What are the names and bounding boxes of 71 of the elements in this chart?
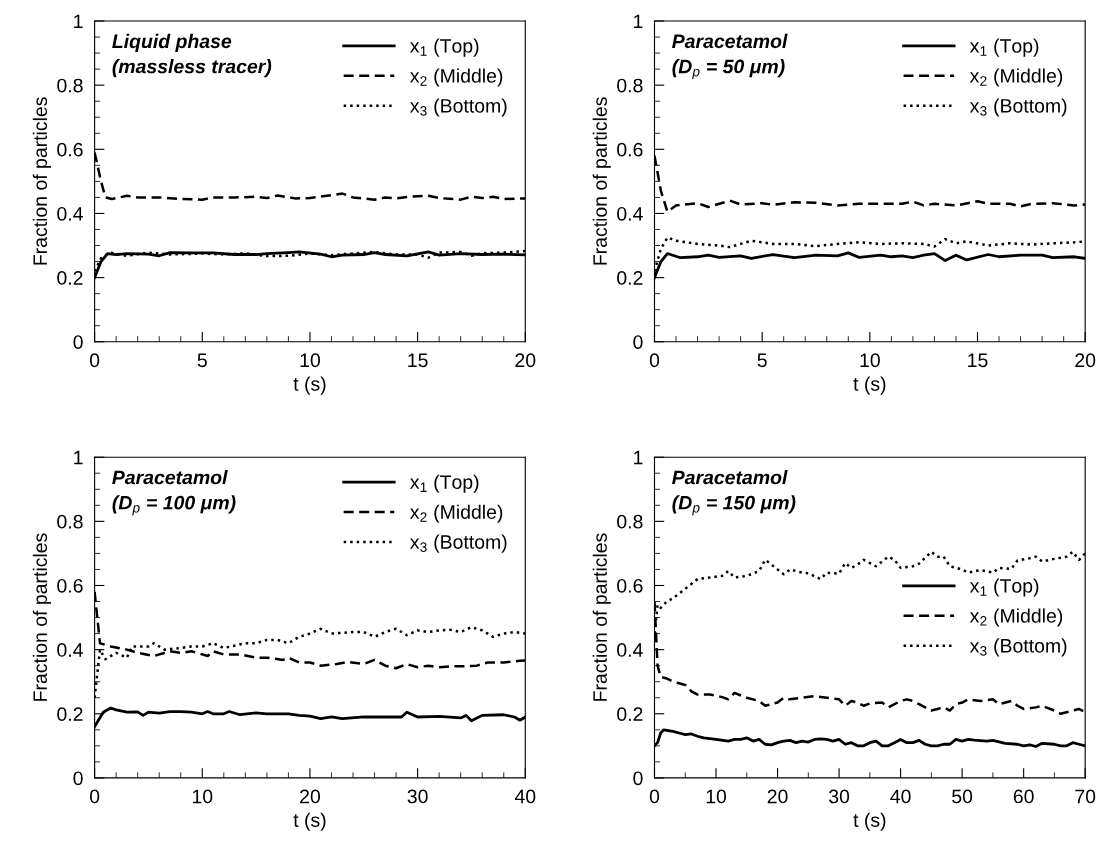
y-tick-label: 0.8 bbox=[617, 514, 643, 529]
y-tick-label: 0.4 bbox=[617, 643, 643, 657]
y-tick-label: 0.6 bbox=[617, 578, 643, 593]
x-tick-label: 10 bbox=[300, 353, 320, 368]
x-axis-title: t (s) bbox=[853, 376, 886, 395]
y-axis-title: Fraction of particles bbox=[32, 533, 51, 701]
legend-label: x$_{2}$ (Middle) bbox=[969, 608, 1063, 627]
x-tick-label: 20 bbox=[300, 789, 320, 804]
y-axis-title: Fraction of particles bbox=[592, 97, 611, 265]
y-tick-label: 1 bbox=[74, 14, 83, 29]
text: Paracetamol (D$_{p}$ = 50 μm) bbox=[672, 33, 788, 80]
x-tick-label: 60 bbox=[1013, 789, 1034, 804]
legend-label: x$_{2}$ (Middle) bbox=[410, 68, 503, 87]
y-tick-label: 0 bbox=[73, 335, 83, 349]
y-tick-label: 1 bbox=[634, 14, 643, 29]
x-tick-label: 10 bbox=[706, 789, 727, 804]
text: Paracetamol (D$_{p}$ = 100 μm) bbox=[112, 470, 236, 516]
x-tick-label: 0 bbox=[649, 353, 660, 368]
y-tick-label: 0 bbox=[633, 771, 643, 786]
legend-label: x$_{2}$ (Middle) bbox=[410, 504, 503, 523]
x-tick-label: 40 bbox=[890, 789, 911, 804]
x-tick-label: 10 bbox=[860, 353, 880, 368]
x-tick-label: 0 bbox=[89, 353, 100, 368]
y-tick-label: 0 bbox=[73, 771, 83, 786]
x-tick-label: 0 bbox=[649, 789, 660, 804]
legend-label: x$_{1}$ (Top) bbox=[410, 38, 479, 57]
x-tick-label: 15 bbox=[408, 353, 428, 368]
x-axis-title: t (s) bbox=[293, 812, 326, 831]
legend-label: x$_{1}$ (Top) bbox=[410, 474, 479, 493]
x-tick-label: 20 bbox=[1075, 353, 1096, 368]
y-axis-title: Fraction of particles bbox=[32, 97, 51, 265]
legend-label: x$_{1}$ (Top) bbox=[969, 578, 1039, 597]
legend-label: x$_{3}$ (Bottom) bbox=[410, 534, 507, 553]
y-tick-label: 0.8 bbox=[617, 78, 643, 93]
text: Liquid phase (massless tracer) bbox=[112, 33, 272, 78]
legend-label: x$_{2}$ (Middle) bbox=[969, 68, 1063, 87]
y-tick-label: 0.2 bbox=[617, 271, 643, 285]
x-axis-title: t (s) bbox=[853, 812, 886, 831]
x-tick-label: 20 bbox=[767, 789, 788, 804]
x-tick-label: 5 bbox=[197, 353, 207, 368]
y-tick-label: 0.6 bbox=[57, 578, 83, 593]
y-tick-label: 1 bbox=[634, 450, 643, 465]
x-tick-label: 20 bbox=[515, 353, 536, 368]
x-tick-label: 30 bbox=[829, 789, 850, 804]
x-tick-label: 50 bbox=[952, 789, 973, 804]
x-tick-label: 0 bbox=[89, 789, 100, 804]
y-tick-label: 0.6 bbox=[57, 142, 83, 157]
x-tick-label: 15 bbox=[968, 353, 988, 368]
legend-label: x$_{1}$ (Top) bbox=[969, 38, 1039, 57]
y-tick-label: 1 bbox=[74, 450, 83, 465]
x-tick-label: 5 bbox=[757, 353, 767, 368]
text: Paracetamol (D$_{p}$ = 150 μm) bbox=[672, 470, 796, 516]
y-tick-label: 0 bbox=[633, 335, 643, 349]
x-tick-label: 70 bbox=[1075, 789, 1096, 804]
y-axis-title: Fraction of particles bbox=[592, 533, 611, 701]
y-tick-label: 0.2 bbox=[57, 707, 83, 722]
legend-label: x$_{3}$ (Bottom) bbox=[969, 638, 1067, 657]
y-tick-label: 0.4 bbox=[57, 643, 83, 657]
legend-label: x$_{3}$ (Bottom) bbox=[410, 98, 507, 117]
legend-label: x$_{3}$ (Bottom) bbox=[969, 98, 1067, 117]
y-tick-label: 0.8 bbox=[57, 78, 83, 93]
y-tick-label: 0.4 bbox=[617, 206, 643, 221]
x-tick-label: 40 bbox=[514, 789, 536, 804]
y-tick-label: 0.8 bbox=[57, 514, 83, 529]
y-tick-label: 0.4 bbox=[57, 206, 83, 221]
y-tick-label: 0.2 bbox=[617, 707, 643, 722]
x-tick-label: 30 bbox=[407, 789, 428, 804]
y-tick-label: 0.6 bbox=[617, 142, 643, 157]
x-tick-label: 10 bbox=[192, 789, 213, 804]
x-axis-title: t (s) bbox=[293, 376, 326, 395]
y-tick-label: 0.2 bbox=[57, 271, 83, 285]
